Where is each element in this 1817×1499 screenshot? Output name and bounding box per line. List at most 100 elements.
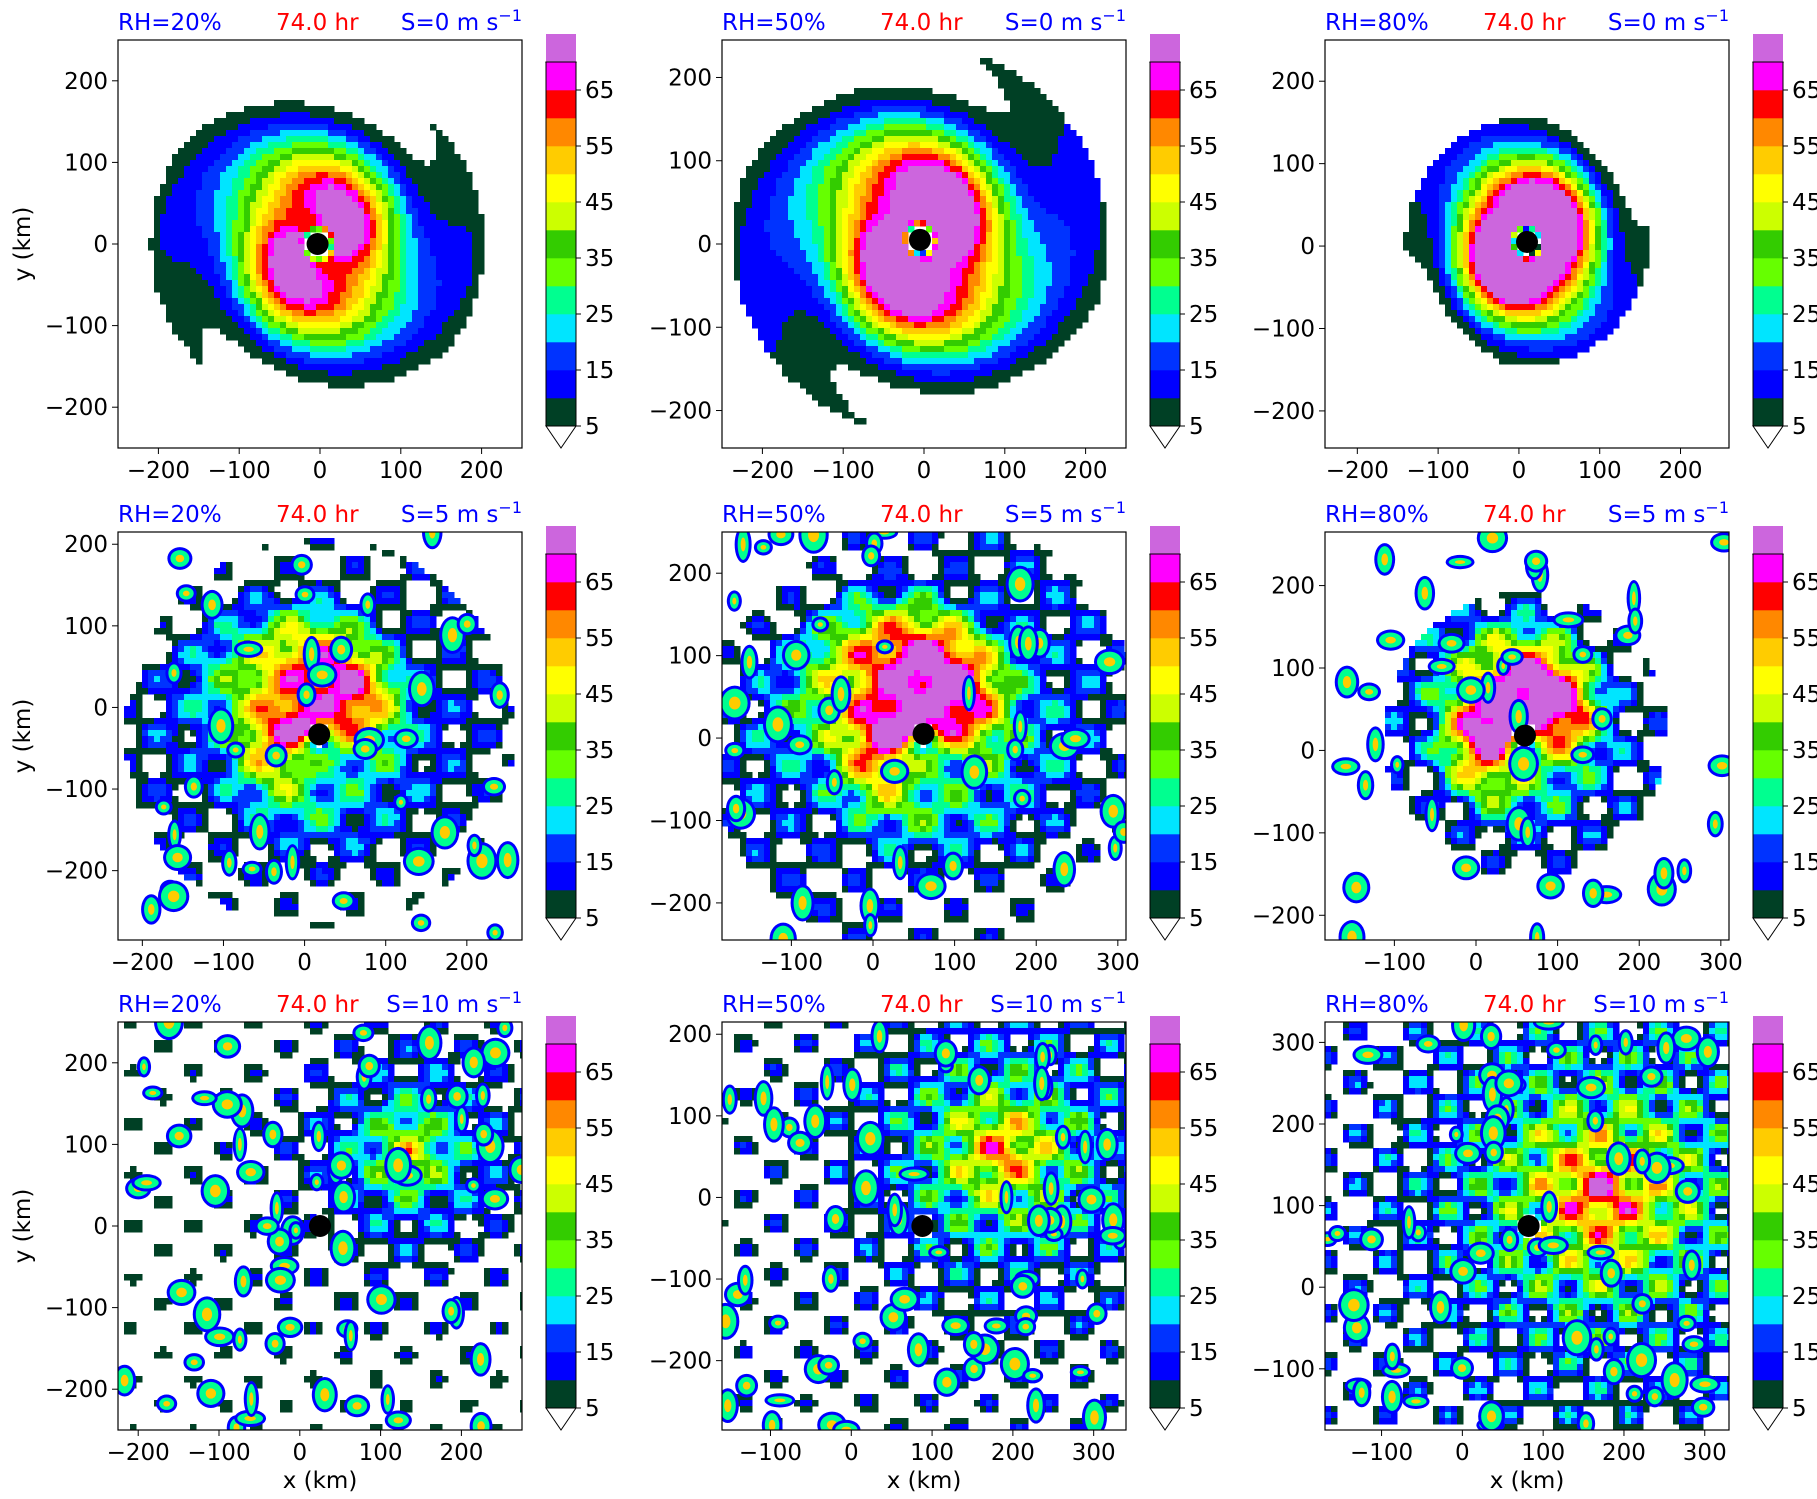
- colorbar: 5 15 25 35 45 55 65: [545, 34, 614, 449]
- colorbar-segment: [1150, 834, 1180, 863]
- colorbar-tick-label: 65: [585, 1060, 614, 1086]
- colorbar-extend-min: [1752, 425, 1784, 449]
- colorbar-tick-label: 65: [585, 570, 614, 596]
- colorbar-segment: [546, 202, 576, 231]
- time-label: 74.0 hr: [1483, 992, 1566, 1018]
- colorbar-segment: [546, 342, 576, 371]
- colorbar-tick-label: 55: [585, 1116, 614, 1142]
- x-tick-label: 300: [1683, 1440, 1727, 1466]
- rh-label: RH=80%: [1325, 10, 1429, 36]
- wind-speed-field: [734, 58, 1107, 425]
- colorbar-tick-label: 5: [585, 906, 600, 932]
- colorbar: 5 15 25 35 45 55 65: [1149, 1016, 1218, 1431]
- colorbar-segment: [1753, 750, 1783, 779]
- y-tick-label: 100: [1271, 656, 1315, 682]
- colorbar: 5 15 25 35 45 55 65: [1752, 526, 1817, 941]
- colorbar-segment: [1150, 1156, 1180, 1185]
- shear-label: S=0 m s−1: [1608, 6, 1729, 36]
- colorbar-segment: [1150, 1100, 1180, 1129]
- x-axis-label: x (km): [283, 1468, 358, 1494]
- colorbar-segment: [1753, 314, 1783, 343]
- x-tick-label: 0: [917, 458, 932, 484]
- colorbar-segment: [546, 750, 576, 779]
- colorbar-segment: [546, 554, 576, 583]
- storm-center-marker: [1516, 230, 1538, 253]
- colorbar-segment: [546, 1268, 576, 1297]
- colorbar-segment: [1753, 1324, 1783, 1353]
- colorbar-segment: [546, 778, 576, 807]
- wind-speed-field: [124, 532, 520, 940]
- colorbar-tick-label: 15: [585, 1340, 614, 1366]
- y-axis-label: y (km): [10, 699, 36, 774]
- colorbar-segment: [1150, 230, 1180, 259]
- y-tick-label: 200: [1271, 1112, 1315, 1138]
- y-tick-label: 0: [697, 1185, 712, 1211]
- storm-center-marker: [309, 1215, 331, 1237]
- colorbar-segment: [1753, 398, 1783, 427]
- rh-label: RH=80%: [1325, 502, 1429, 528]
- colorbar-tick-label: 55: [1792, 134, 1817, 160]
- panel-9: −100 0 100 200 300 −100 0 100 200 300 x (km) RH=80%…: [1252, 988, 1817, 1494]
- x-tick-label: 0: [844, 1440, 859, 1466]
- colorbar-segment: [546, 1100, 576, 1129]
- colorbar-segment: [1150, 890, 1180, 919]
- colorbar-segment: [1753, 890, 1783, 919]
- colorbar-segment: [1150, 62, 1180, 91]
- x-tick-label: −200: [731, 458, 794, 484]
- colorbar-segment: [1753, 1128, 1783, 1157]
- colorbar-segment: [546, 90, 576, 119]
- colorbar-tick-label: 35: [1189, 738, 1218, 764]
- x-tick-label: −200: [111, 950, 174, 976]
- colorbar-tick-label: 45: [585, 190, 614, 216]
- x-tick-label: 100: [1536, 950, 1580, 976]
- colorbar-segment: [546, 146, 576, 175]
- colorbar-tick-label: 5: [1792, 1396, 1807, 1422]
- x-tick-label: 200: [439, 1440, 483, 1466]
- colorbar-segment: [1753, 1044, 1783, 1073]
- storm-center-marker: [308, 723, 331, 746]
- colorbar-tick-label: 45: [1792, 1172, 1817, 1198]
- colorbar-segment: [546, 1156, 576, 1185]
- y-tick-label: −100: [45, 314, 108, 340]
- colorbar-tick-label: 35: [585, 1228, 614, 1254]
- x-tick-label: 0: [1512, 458, 1527, 484]
- y-tick-label: −200: [649, 399, 712, 425]
- colorbar-segment: [1753, 1184, 1783, 1213]
- colorbar-tick-label: 45: [1792, 190, 1817, 216]
- colorbar-segment: [1150, 398, 1180, 427]
- colorbar-segment: [1150, 638, 1180, 667]
- colorbar-segment: [546, 118, 576, 147]
- shear-label: S=10 m s−1: [990, 988, 1126, 1018]
- shear-label: S=5 m s−1: [1608, 498, 1729, 528]
- colorbar-tick-label: 45: [1189, 1172, 1218, 1198]
- colorbar-tick-label: 25: [1792, 1284, 1817, 1310]
- colorbar-segment: [1753, 1156, 1783, 1185]
- colorbar-tick-label: 25: [585, 302, 614, 328]
- colorbar-extend-min: [1752, 917, 1784, 941]
- y-tick-label: −100: [649, 808, 712, 834]
- colorbar-tick-label: 65: [1189, 78, 1218, 104]
- x-tick-label: 200: [991, 1440, 1035, 1466]
- y-tick-label: 200: [1271, 69, 1315, 95]
- colorbar-segment: [1753, 1296, 1783, 1325]
- y-tick-label: −100: [1252, 316, 1315, 342]
- x-axis-label: x (km): [1490, 1468, 1565, 1494]
- wind-speed-field: [1403, 118, 1650, 365]
- y-tick-label: −200: [1252, 399, 1315, 425]
- y-axis-label: y (km): [10, 207, 36, 282]
- colorbar: 5 15 25 35 45 55 65: [1752, 1016, 1817, 1431]
- x-tick-label: −100: [1363, 950, 1426, 976]
- x-tick-label: −100: [1350, 1440, 1413, 1466]
- colorbar-segment: [546, 1128, 576, 1157]
- y-tick-label: 100: [668, 1104, 712, 1130]
- colorbar-segment: [1753, 62, 1783, 91]
- colorbar-tick-label: 35: [585, 246, 614, 272]
- colorbar-segment: [1753, 230, 1783, 259]
- colorbar-segment: [1150, 1044, 1180, 1073]
- rh-label: RH=80%: [1325, 992, 1429, 1018]
- colorbar-tick-label: 25: [585, 794, 614, 820]
- colorbar-segment: [546, 1296, 576, 1325]
- colorbar-segment: [1753, 258, 1783, 287]
- colorbar-segment: [1150, 554, 1180, 583]
- panel-4: −200 −100 0 100 200 −200 −100 0 100 200 y (km) RH=2…: [10, 498, 614, 976]
